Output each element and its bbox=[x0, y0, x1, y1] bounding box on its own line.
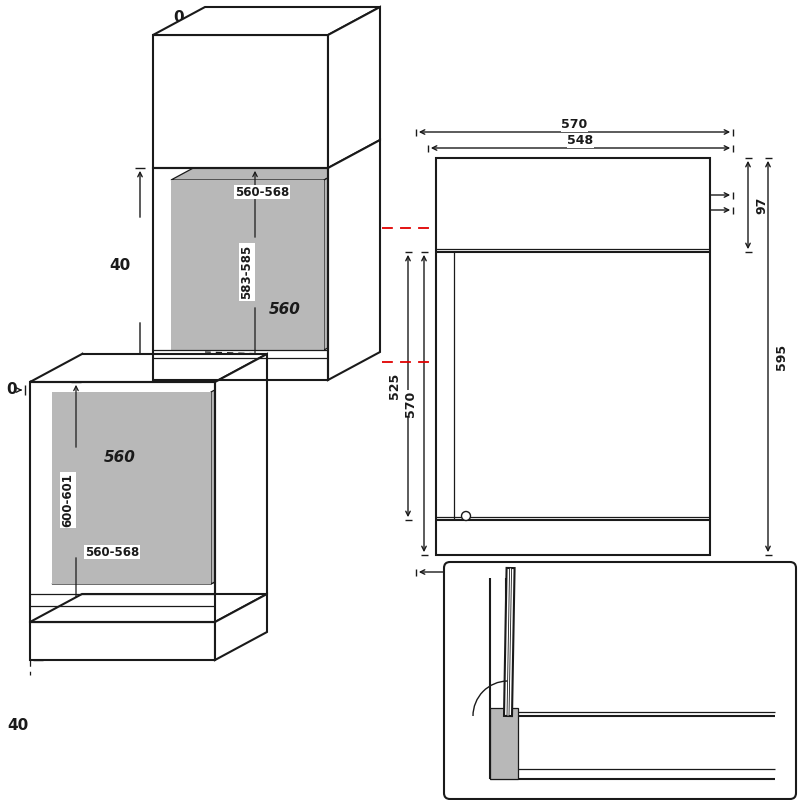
Text: 5: 5 bbox=[458, 503, 466, 517]
Text: 0: 0 bbox=[174, 10, 184, 26]
Text: 570: 570 bbox=[404, 390, 417, 417]
Bar bbox=[171, 180, 324, 350]
Polygon shape bbox=[211, 372, 247, 584]
Text: 20: 20 bbox=[455, 259, 473, 273]
Bar bbox=[436, 158, 710, 555]
Text: 560: 560 bbox=[104, 450, 136, 466]
Polygon shape bbox=[328, 140, 380, 380]
Polygon shape bbox=[30, 594, 267, 622]
Bar bbox=[490, 708, 518, 779]
Text: 97: 97 bbox=[755, 196, 768, 214]
Polygon shape bbox=[171, 163, 355, 180]
Text: 9: 9 bbox=[757, 762, 767, 776]
FancyBboxPatch shape bbox=[444, 562, 796, 799]
Polygon shape bbox=[52, 565, 247, 584]
Polygon shape bbox=[504, 568, 514, 716]
Text: 0: 0 bbox=[6, 382, 18, 398]
Text: 570: 570 bbox=[562, 118, 588, 131]
Polygon shape bbox=[324, 163, 355, 350]
Text: 460: 460 bbox=[627, 582, 656, 596]
Text: 40: 40 bbox=[7, 718, 29, 733]
Text: 600-601: 600-601 bbox=[62, 473, 74, 527]
Circle shape bbox=[462, 511, 470, 521]
Polygon shape bbox=[30, 354, 267, 382]
Polygon shape bbox=[215, 594, 267, 660]
Polygon shape bbox=[153, 7, 380, 35]
Text: 525: 525 bbox=[388, 373, 401, 399]
Text: 595: 595 bbox=[775, 343, 788, 370]
Text: 89°: 89° bbox=[545, 671, 571, 685]
Polygon shape bbox=[215, 354, 267, 622]
Text: 560: 560 bbox=[269, 302, 301, 318]
Text: 560-568: 560-568 bbox=[235, 186, 289, 198]
Text: 428: 428 bbox=[581, 197, 606, 210]
Text: 20: 20 bbox=[454, 531, 470, 545]
Text: 558: 558 bbox=[571, 182, 598, 194]
Text: 595: 595 bbox=[550, 573, 576, 586]
Text: 560-568: 560-568 bbox=[85, 546, 139, 558]
Text: 548: 548 bbox=[567, 134, 594, 147]
Polygon shape bbox=[328, 7, 380, 168]
Polygon shape bbox=[507, 568, 511, 716]
Polygon shape bbox=[153, 35, 328, 168]
Polygon shape bbox=[30, 622, 215, 660]
Bar bbox=[52, 392, 211, 584]
Text: 40: 40 bbox=[110, 258, 130, 273]
Text: 583-585: 583-585 bbox=[241, 245, 254, 299]
Text: 0: 0 bbox=[585, 721, 595, 735]
